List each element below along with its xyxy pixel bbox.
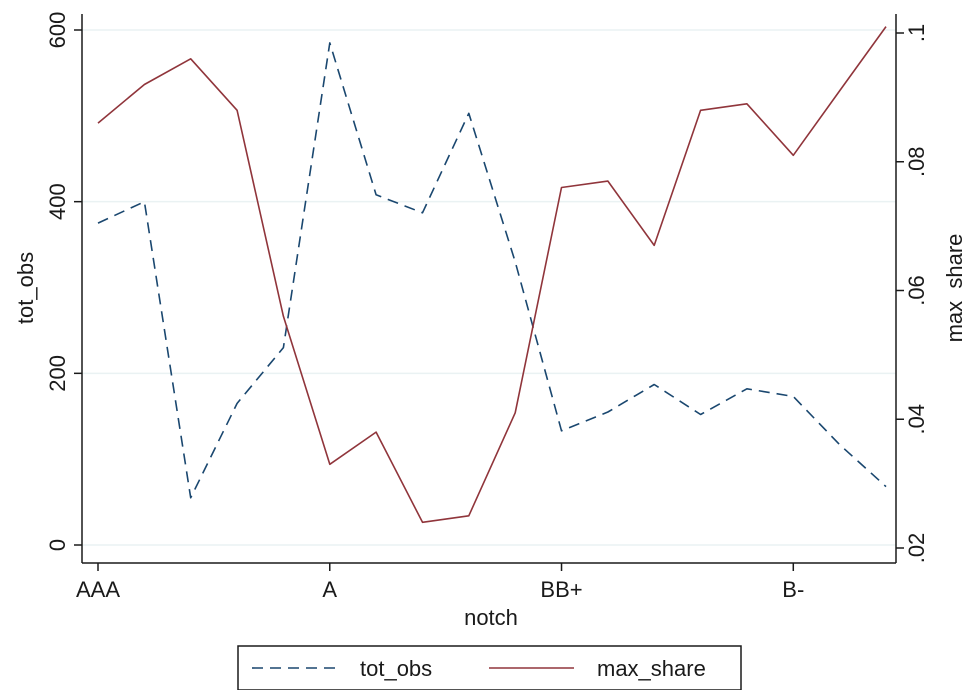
legend: tot_obs max_share <box>237 645 742 691</box>
x-axis-title: notch <box>464 605 518 630</box>
series-line-max-share <box>97 26 887 524</box>
y-right-tick-label: .04 <box>904 404 929 435</box>
x-tick-label: AAA <box>76 577 120 602</box>
y-left-tick-label: 400 <box>45 183 70 220</box>
x-tick-label: BB+ <box>540 577 582 602</box>
y-right-axis-title: max_share <box>942 234 965 343</box>
y-right-tick-label: .08 <box>904 146 929 177</box>
y-right-tick-label: .06 <box>904 275 929 306</box>
series-line-tot-obs <box>97 42 887 499</box>
axes <box>74 14 904 571</box>
y-right-tick-label: .02 <box>904 533 929 564</box>
x-tick-label: B- <box>782 577 804 602</box>
legend-label-max-share: max_share <box>597 656 706 681</box>
y-right-tick-label: .1 <box>904 24 929 42</box>
y-left-tick-label: 200 <box>45 355 70 392</box>
legend-label-tot-obs: tot_obs <box>360 656 432 681</box>
gridlines <box>82 29 896 546</box>
y-left-tick-label: 0 <box>45 539 70 551</box>
x-tick-label: A <box>322 577 337 602</box>
y-left-axis-title: tot_obs <box>13 252 38 324</box>
y-left-tick-label: 600 <box>45 12 70 49</box>
series-lines <box>97 26 887 524</box>
